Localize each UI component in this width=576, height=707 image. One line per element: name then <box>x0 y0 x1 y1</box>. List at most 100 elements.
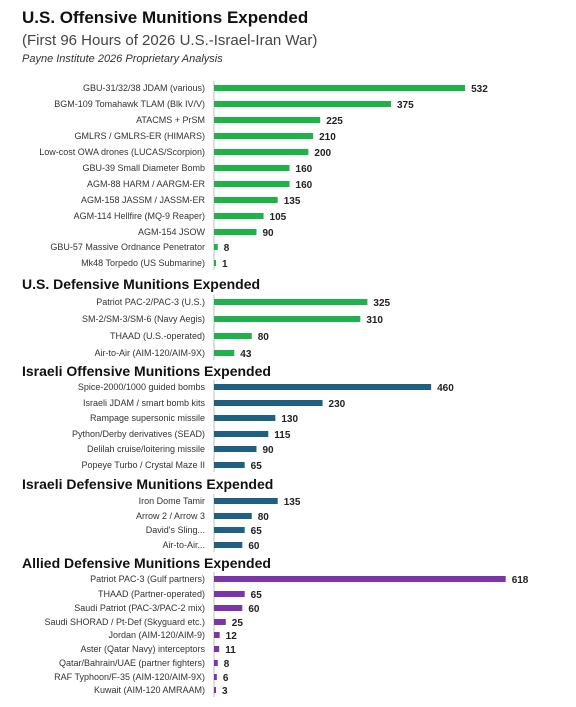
category-label: Patriot PAC-2/PAC-3 (U.S.) <box>96 297 205 307</box>
data-label: 90 <box>262 445 274 456</box>
bar <box>214 576 506 582</box>
data-label: 43 <box>240 349 252 360</box>
data-label: 210 <box>319 132 336 143</box>
bar <box>214 542 243 548</box>
data-label: 230 <box>329 399 346 410</box>
data-label: 460 <box>437 383 454 394</box>
category-label: THAAD (Partner-operated) <box>98 589 205 599</box>
category-label: Mk48 Torpedo (US Submarine) <box>81 258 205 268</box>
category-label: Python/Derby derivatives (SEAD) <box>72 429 205 439</box>
data-label: 1 <box>222 259 228 270</box>
bar <box>214 229 257 235</box>
chart-subtitle: (First 96 Hours of 2026 U.S.-Israel-Iran… <box>22 32 318 49</box>
bar <box>214 632 220 638</box>
bar <box>214 446 257 452</box>
section-title: U.S. Defensive Munitions Expended <box>22 276 260 292</box>
category-label: BGM-109 Tomahawk TLAM (Blk IV/V) <box>54 99 205 109</box>
data-label: 200 <box>314 148 331 159</box>
bar <box>214 619 226 625</box>
section-title: Israeli Offensive Munitions Expended <box>22 363 271 379</box>
category-label: Patriot PAC-3 (Gulf partners) <box>90 574 205 584</box>
category-label: Air-to-Air (AIM-120/AIM-9X) <box>94 348 205 358</box>
bar <box>214 244 218 250</box>
category-label: Qatar/Bahrain/UAE (partner fighters) <box>59 658 205 668</box>
chart-title: U.S. Offensive Munitions Expended <box>22 8 309 27</box>
bar <box>214 350 235 356</box>
category-label: Spice-2000/1000 guided bombs <box>78 382 206 392</box>
data-label: 80 <box>258 332 270 343</box>
category-label: AGM-114 Hellfire (MQ-9 Reaper) <box>74 211 205 221</box>
bar <box>214 646 220 652</box>
data-label: 310 <box>366 315 383 326</box>
bar <box>214 197 278 203</box>
data-label: 135 <box>284 196 301 207</box>
bar <box>214 299 368 305</box>
data-label: 65 <box>251 526 263 537</box>
category-label: Iron Dome Tamir <box>139 496 205 506</box>
data-label: 12 <box>226 631 238 642</box>
category-label: David's Sling... <box>146 525 205 535</box>
bar <box>214 591 245 597</box>
category-label: SM-2/SM-3/SM-6 (Navy Aegis) <box>82 314 205 324</box>
bar <box>214 213 264 219</box>
bar <box>214 149 309 155</box>
data-label: 90 <box>262 228 274 239</box>
data-label: 135 <box>284 497 301 508</box>
category-label: GMLRS / GMLRS-ER (HIMARS) <box>74 131 205 141</box>
category-label: Popeye Turbo / Crystal Maze II <box>81 460 205 470</box>
category-label: RAF Typhoon/F-35 (AIM-120/AIM-9X) <box>54 672 205 682</box>
data-label: 11 <box>225 645 236 656</box>
data-label: 65 <box>251 590 263 601</box>
bar <box>214 660 218 666</box>
category-label: Israeli JDAM / smart bomb kits <box>83 398 206 408</box>
category-label: ATACMS + PrSM <box>136 115 205 125</box>
bar <box>214 165 290 171</box>
category-label: Saudi SHORAD / Pt-Def (Skyguard etc.) <box>44 617 205 627</box>
data-label: 6 <box>223 673 229 684</box>
data-label: 130 <box>281 414 298 425</box>
data-label: 325 <box>373 298 390 309</box>
category-label: Delilah cruise/loitering missile <box>87 444 205 454</box>
data-label: 375 <box>397 100 414 111</box>
category-label: Jordan (AIM-120/AIM-9) <box>108 630 205 640</box>
data-label: 60 <box>248 541 260 552</box>
data-label: 160 <box>296 164 313 175</box>
bar <box>214 101 391 107</box>
bar <box>214 133 314 139</box>
data-label: 25 <box>232 618 244 629</box>
bar <box>214 513 252 519</box>
bar <box>214 117 321 123</box>
category-label: AGM-88 HARM / AARGM-ER <box>87 179 206 189</box>
category-label: GBU-39 Small Diameter Bomb <box>82 163 205 173</box>
bar <box>214 431 269 437</box>
chart-source: Payne Institute 2026 Proprietary Analysi… <box>22 53 223 65</box>
category-label: Low-cost OWA drones (LUCAS/Scorpion) <box>39 147 205 157</box>
category-label: Aster (Qatar Navy) interceptors <box>80 644 205 654</box>
category-label: Saudi Patriot (PAC-3/PAC-2 mix) <box>74 603 205 613</box>
category-label: GBU-31/32/38 JDAM (various) <box>83 83 205 93</box>
data-label: 65 <box>251 461 263 472</box>
bar <box>214 605 243 611</box>
category-label: THAAD (U.S.-operated) <box>110 331 205 341</box>
category-label: Air-to-Air... <box>162 540 205 550</box>
bar <box>214 333 252 339</box>
bar <box>214 260 216 266</box>
category-label: AGM-154 JSOW <box>138 227 206 237</box>
bar <box>214 674 217 680</box>
data-label: 3 <box>222 686 228 697</box>
data-label: 105 <box>270 212 287 223</box>
data-label: 8 <box>224 243 230 254</box>
data-label: 60 <box>248 604 260 615</box>
category-label: AGM-158 JASSM / JASSM-ER <box>81 195 206 205</box>
data-label: 80 <box>258 512 270 523</box>
section-title: Israeli Defensive Munitions Expended <box>22 476 273 492</box>
section-title: Allied Defensive Munitions Expended <box>22 555 271 571</box>
data-label: 225 <box>326 116 343 127</box>
data-label: 618 <box>512 575 529 586</box>
bar <box>214 527 245 533</box>
data-label: 8 <box>224 659 230 670</box>
category-label: Kuwait (AIM-120 AMRAAM) <box>94 685 205 695</box>
data-label: 160 <box>296 180 313 191</box>
bar <box>214 384 432 390</box>
bar <box>214 316 361 322</box>
